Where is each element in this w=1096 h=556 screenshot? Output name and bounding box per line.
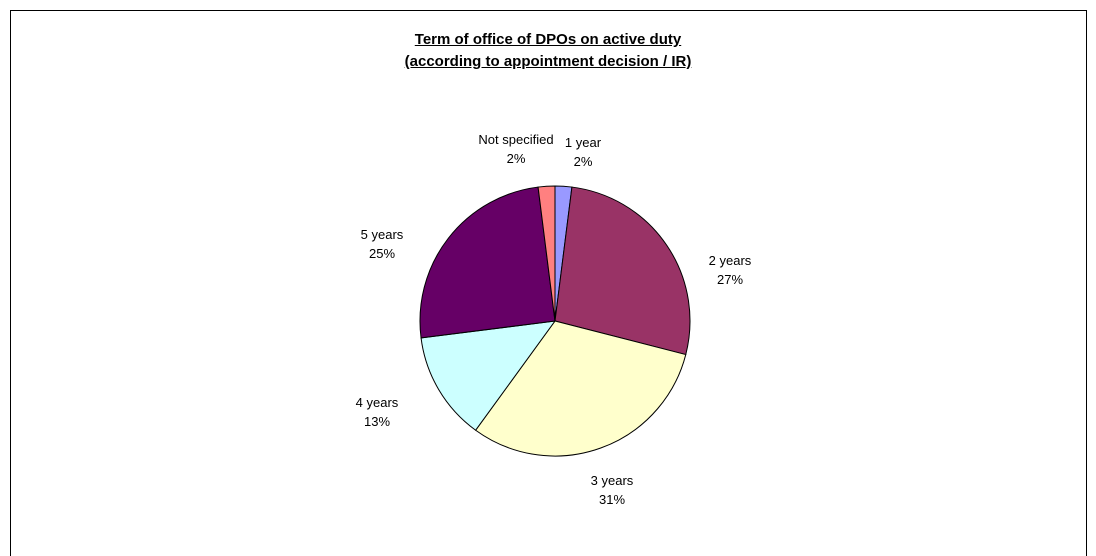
chart-title-line-2: (according to appointment decision / IR): [404, 53, 692, 70]
slice-value-label-3-years: 31%: [599, 492, 625, 507]
pie-slice-2-years: [554, 186, 691, 356]
slice-value-label-5-years: 25%: [369, 246, 395, 261]
slice-label-3-years: 3 years: [591, 473, 634, 488]
slice-value-label-1-year: 2%: [574, 154, 593, 169]
slice-label-not-specified: Not specified: [478, 132, 553, 147]
slice-label-2-years: 2 years: [709, 253, 752, 268]
pie-slice-not-specified: [537, 185, 556, 322]
slice-label-4-years: 4 years: [356, 395, 399, 410]
slice-value-label-4-years: 13%: [364, 414, 390, 429]
chart-title-line-1: Term of office of DPOs on active duty: [414, 31, 682, 48]
slice-label-5-years: 5 years: [361, 227, 404, 242]
pie-labels: 1 year 2% 2 years 27% 3 years 31% 4 years 13% 5 …: [356, 132, 752, 507]
pie-slice-5-years: [419, 186, 556, 339]
pie-slice-4-years: [420, 320, 557, 431]
slice-value-label-not-specified: 2%: [507, 151, 526, 166]
slice-label-1-year: 1 year: [565, 135, 602, 150]
slice-value-label-2-years: 27%: [717, 272, 743, 287]
pie-slices: [419, 185, 691, 457]
pie-slice-3-years: [474, 320, 687, 457]
